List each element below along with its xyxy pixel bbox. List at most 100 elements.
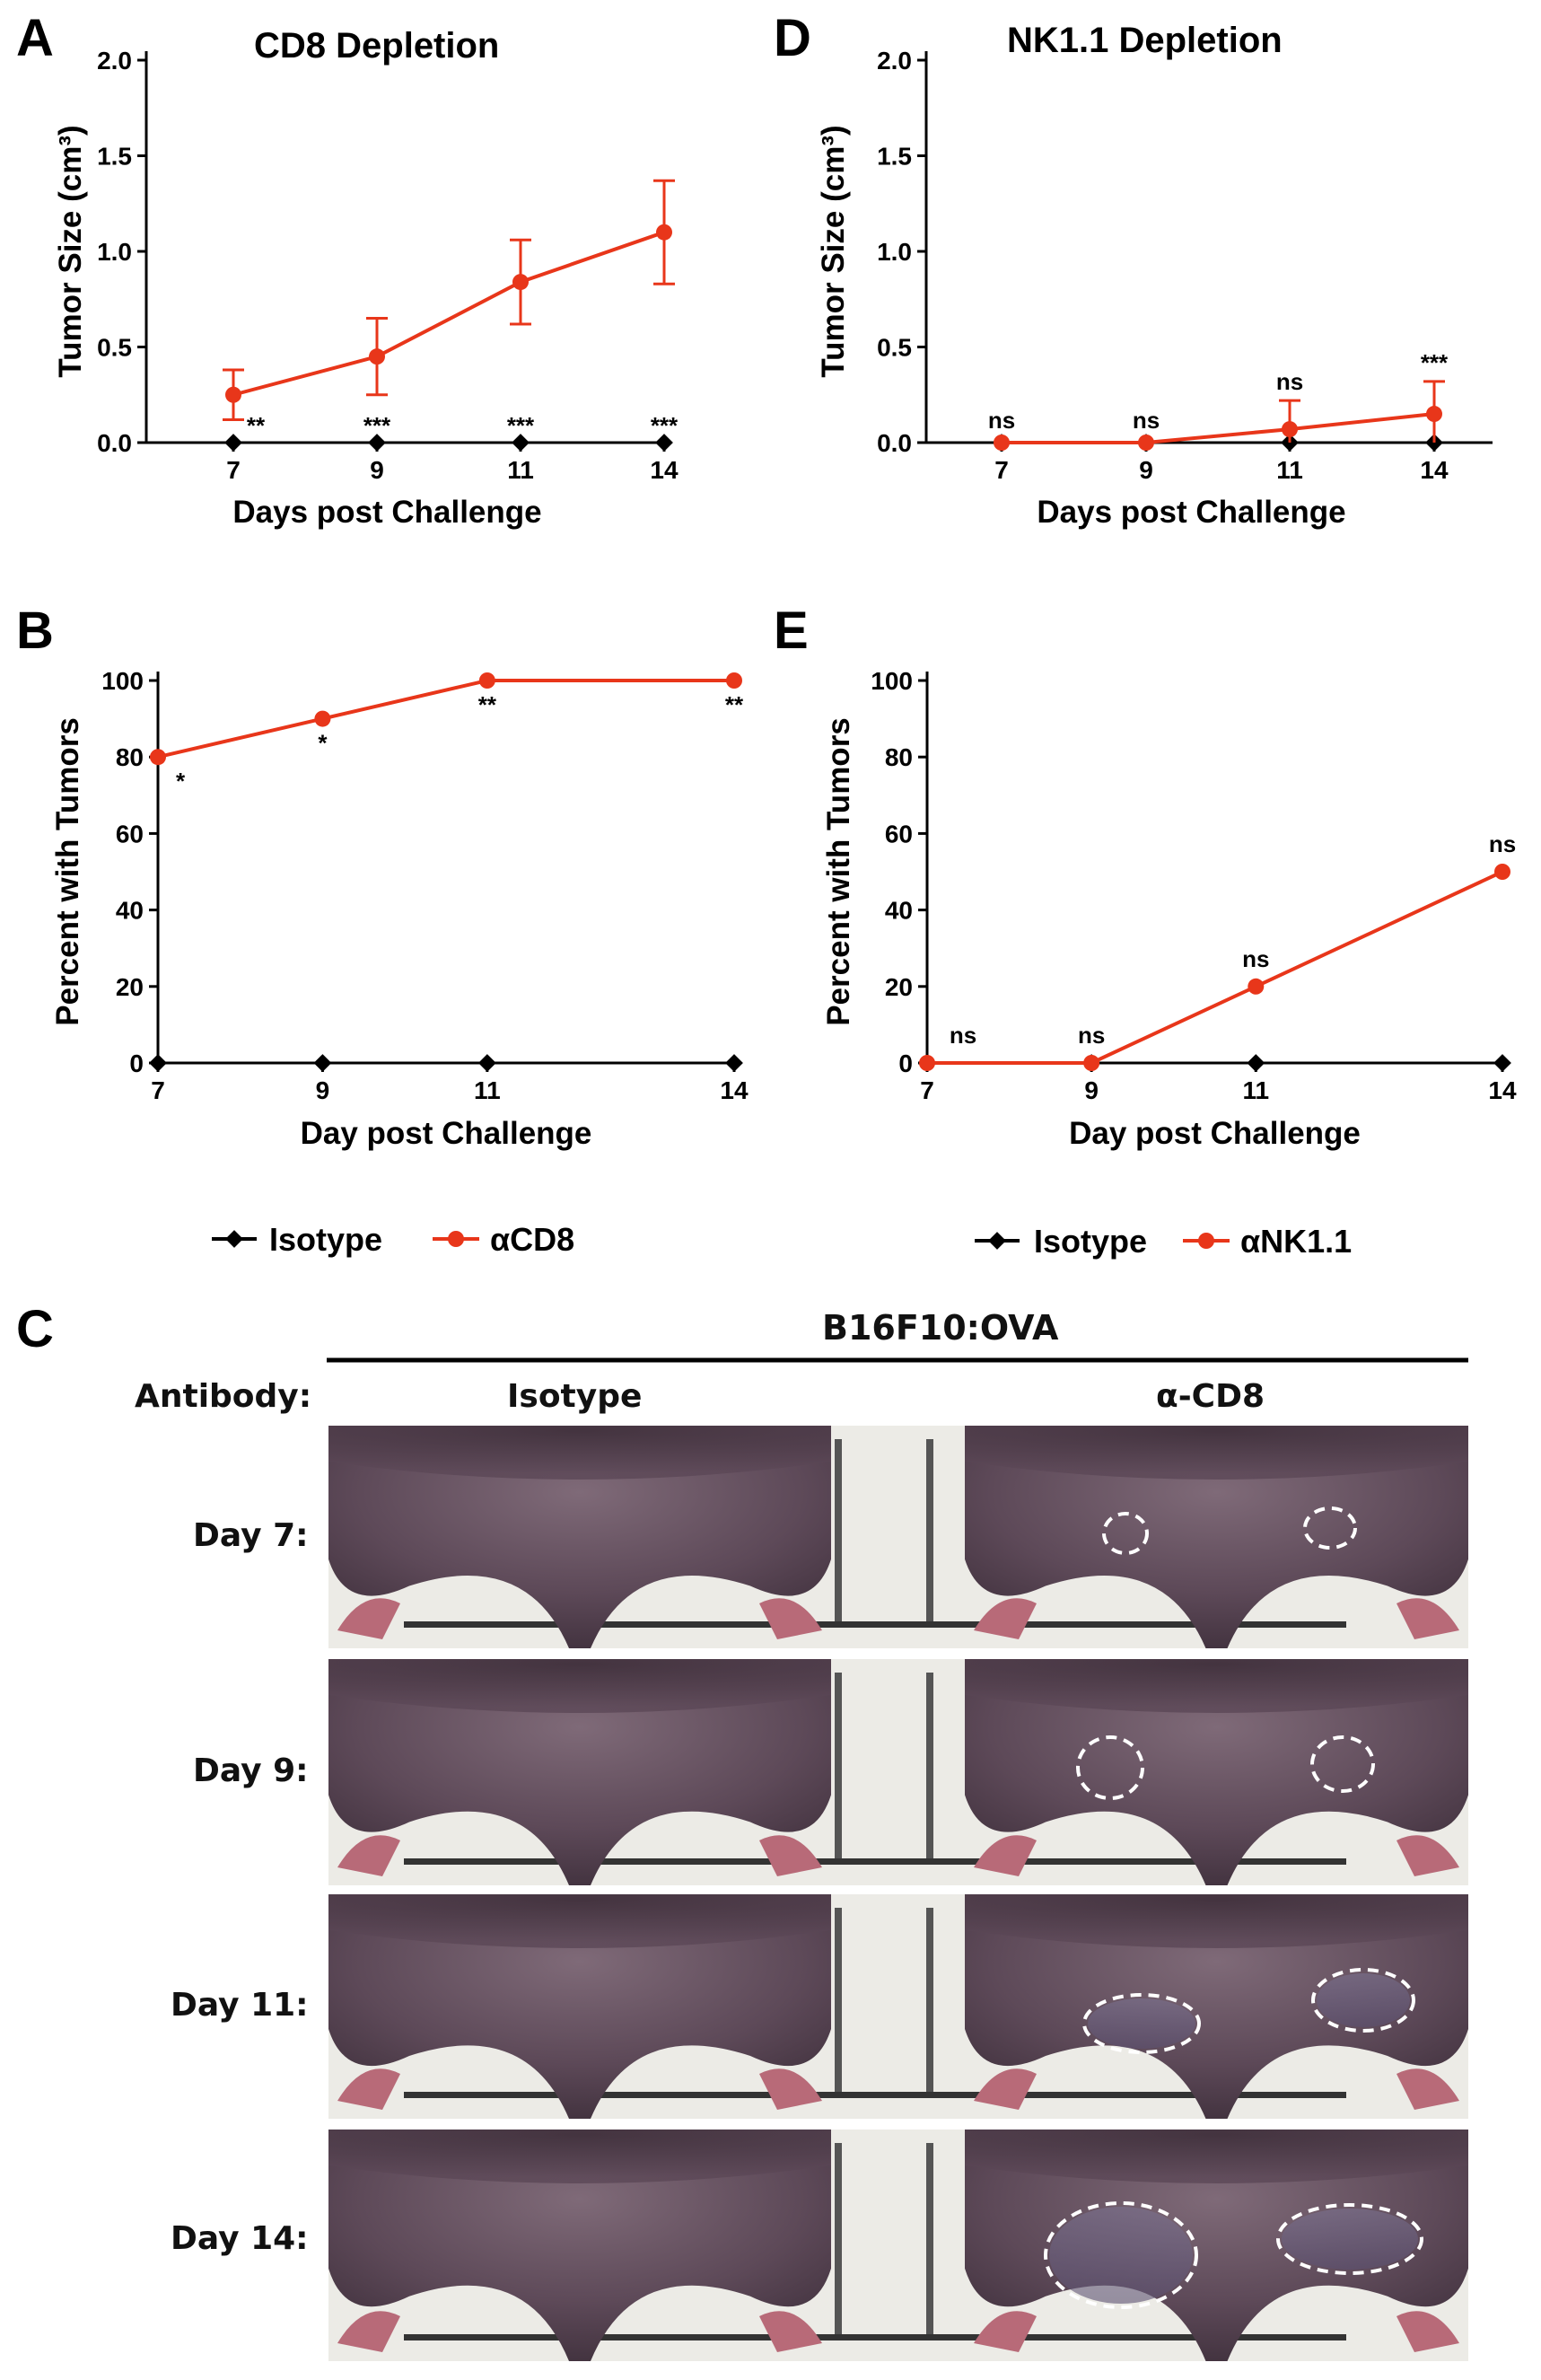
mouse-paw [974, 1598, 1037, 1639]
panel-d-title: NK1.1 Depletion [1007, 21, 1283, 60]
tumor-outline [1276, 2203, 1423, 2275]
tumor-outline [1044, 2201, 1198, 2309]
mouse-body [328, 2130, 831, 2361]
panel-letter-e: E [774, 602, 809, 660]
x-tick-label: 14 [650, 456, 679, 484]
isotype-point [149, 1054, 167, 1072]
treated-series-line [232, 230, 665, 397]
paper-marking [835, 1908, 842, 2096]
y-tick-label: 1.5 [877, 143, 912, 171]
chart-b-percent-tumors-cd8: 0 20 40 60 80 100 7 9 11 14 Day post Challenge Perc… [50, 667, 749, 1151]
y-tick-label: 60 [885, 820, 913, 847]
mouse-back-fur [328, 1659, 831, 1713]
isotype-point [1247, 1054, 1265, 1072]
significance-label: ** [247, 412, 266, 439]
mouse-body [328, 1894, 831, 2119]
x-tick-label: 7 [994, 456, 1009, 484]
significance-label: ns [1133, 407, 1160, 434]
y-tick-label: 1.5 [97, 143, 132, 171]
mouse-back-fur [328, 1426, 831, 1480]
legend-isotype-marker [225, 1230, 243, 1248]
column-header-isotype: Isotype [507, 1378, 642, 1415]
paper-marking [404, 2334, 1346, 2340]
y-axis-label: Tumor Size (cm³) [816, 125, 851, 377]
y-tick-label: 40 [116, 897, 144, 925]
mouse-back-fur [965, 1426, 1468, 1480]
photo-row-day-9 [328, 1659, 1468, 1885]
mouse-paw [974, 1835, 1037, 1876]
photo-isotype [328, 1426, 831, 1648]
photo-row-day-7 [328, 1426, 1468, 1648]
x-tick-label: 9 [370, 456, 384, 484]
mouse-paw [337, 2311, 400, 2352]
x-tick-label: 7 [920, 1076, 934, 1104]
y-axis-label: Percent with Tumors [50, 717, 85, 1026]
treated-point [225, 386, 241, 403]
significance-label: ns [1276, 368, 1303, 395]
legend-isotype-marker [988, 1232, 1006, 1250]
treated-point [1426, 406, 1442, 423]
x-tick-label: 14 [720, 1076, 749, 1104]
significance-label: *** [1421, 349, 1449, 376]
y-tick-label: 1.0 [877, 238, 912, 266]
mouse-paw [759, 2068, 822, 2110]
significance-label: *** [363, 412, 391, 439]
x-axis-label: Days post Challenge [232, 495, 541, 530]
x-tick-label: 11 [1242, 1076, 1269, 1104]
significance-label: *** [651, 412, 679, 439]
mouse-body [965, 1426, 1468, 1648]
mouse-paw [1397, 2311, 1459, 2352]
treated-point [1282, 421, 1298, 438]
treated-series-line [157, 679, 734, 760]
y-tick-label: 0.0 [97, 429, 132, 457]
x-axis-label: Day post Challenge [301, 1116, 592, 1151]
paper-marking [404, 1621, 1346, 1628]
mouse-body [328, 1659, 831, 1885]
significance-label: ns [1242, 945, 1269, 972]
row-label-day14: Day 14: [171, 2220, 309, 2257]
panel-letter-c: C [16, 1300, 54, 1358]
x-axis-label: Day post Challenge [1069, 1116, 1361, 1151]
mouse-back-fur [965, 2130, 1468, 2183]
y-tick-label: 40 [885, 897, 913, 925]
y-tick-label: 100 [101, 667, 144, 695]
treated-point [656, 224, 672, 241]
chart-a-tumor-size-cd8: 0.0 0.5 1.0 1.5 2.0 7 9 11 14 Days post Challenge… [53, 47, 679, 530]
treated-series-line [1002, 412, 1435, 444]
tumor [1282, 2209, 1418, 2270]
significance-label: ns [1489, 830, 1516, 857]
y-tick-label: 80 [116, 743, 144, 771]
row-label-day9: Day 9: [193, 1752, 309, 1789]
y-tick-label: 100 [871, 667, 913, 695]
paper-marking [926, 1908, 933, 2096]
mouse-body [965, 1659, 1468, 1885]
y-tick-label: 20 [116, 973, 144, 1001]
isotype-point [313, 1054, 332, 1072]
mouse-paw [1397, 1598, 1459, 1639]
isotype-point [368, 434, 386, 452]
mouse-paw [759, 1598, 822, 1639]
panel-letter-d: D [774, 9, 811, 67]
y-axis-label: Tumor Size (cm³) [53, 125, 88, 377]
mouse-paw [974, 2068, 1037, 2110]
x-tick-label: 7 [151, 1076, 165, 1104]
legend-treated-label: αCD8 [490, 1221, 574, 1258]
tumor-outline [1303, 1506, 1357, 1550]
photo-group-header: B16F10:OVA [822, 1308, 1059, 1348]
treated-point [1494, 864, 1510, 880]
mouse-back-fur [328, 2130, 831, 2183]
mouse-body [328, 1426, 831, 1648]
treated-point [994, 435, 1010, 451]
significance-label: *** [507, 412, 535, 439]
paper-marking [404, 2092, 1346, 2098]
x-tick-label: 9 [1139, 456, 1153, 484]
y-axis-label: Percent with Tumors [821, 717, 856, 1026]
significance-label: ns [950, 1022, 976, 1049]
photo-acd8 [965, 1426, 1468, 1648]
isotype-point [725, 1054, 743, 1072]
tumor [1317, 1973, 1410, 2027]
x-tick-label: 7 [226, 456, 241, 484]
legend-isotype-label: Isotype [1034, 1223, 1147, 1260]
photo-row-day-11 [328, 1894, 1468, 2119]
